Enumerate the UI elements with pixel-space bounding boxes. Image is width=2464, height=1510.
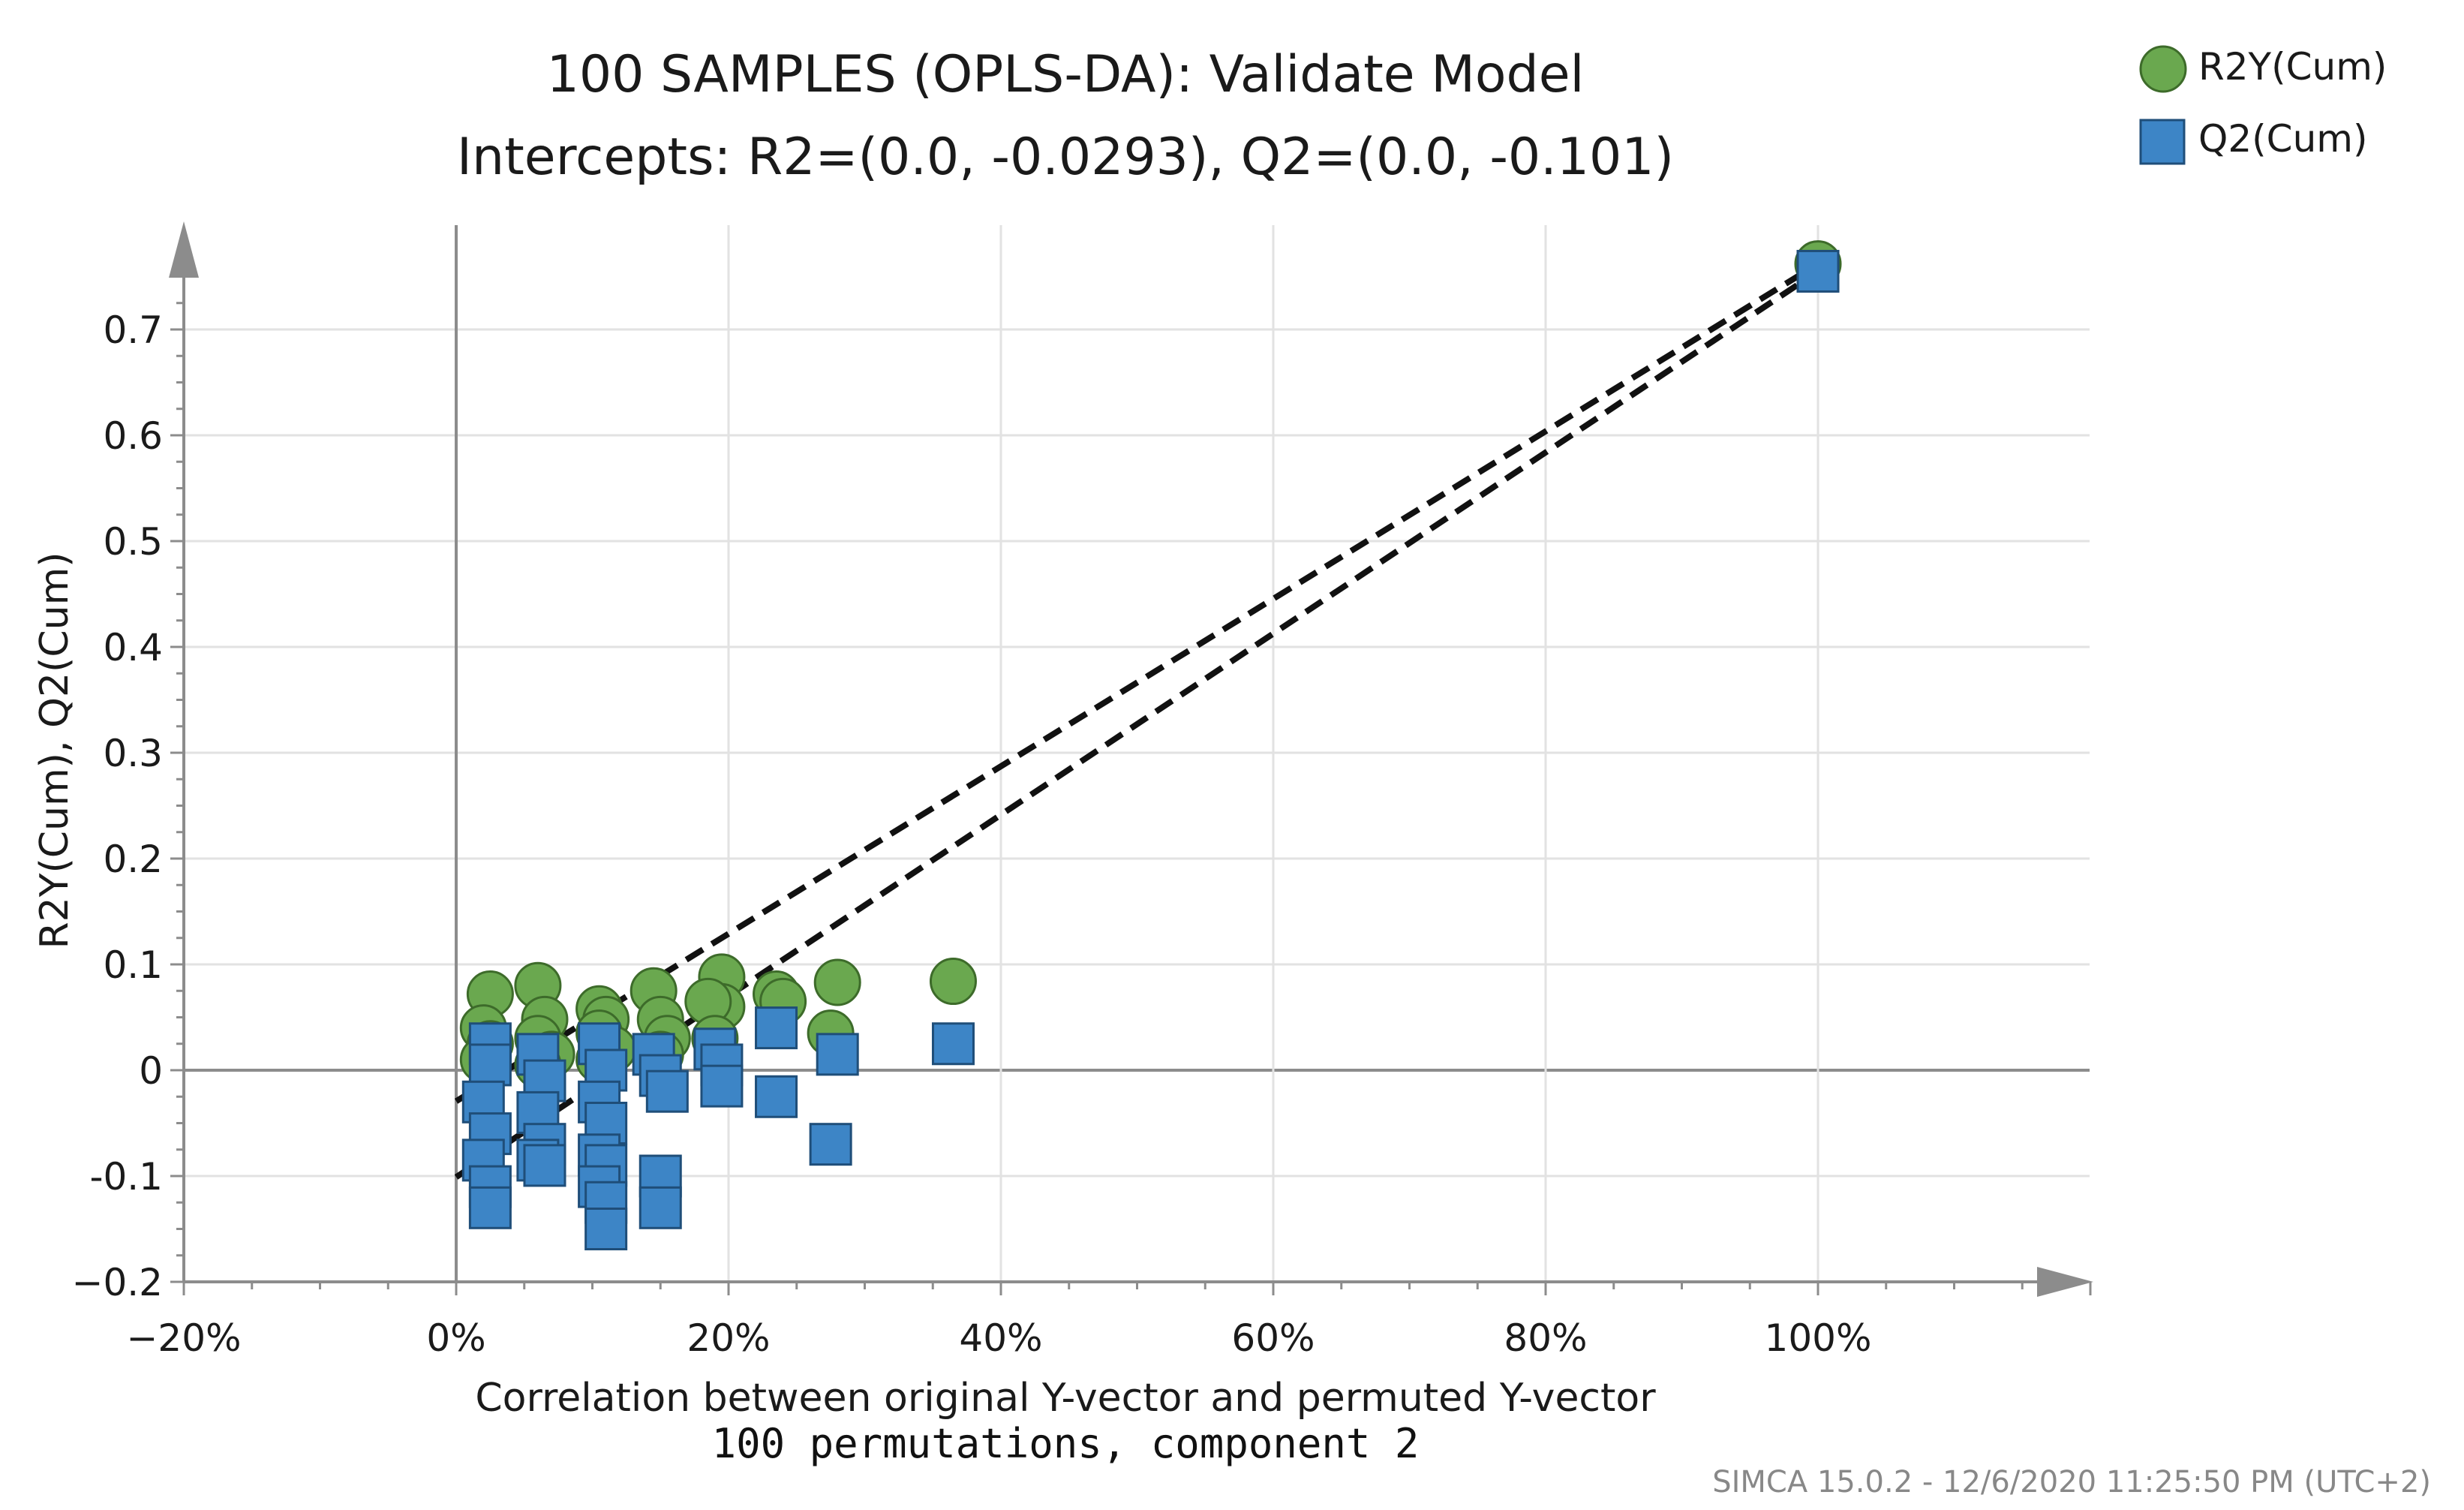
grid-lines <box>184 225 2090 1282</box>
q2-point <box>816 1033 859 1076</box>
y-tick-label: 0.7 <box>103 308 163 352</box>
x-axis-label: Correlation between original Y-vector an… <box>475 1376 1656 1421</box>
r2y-point <box>929 958 977 1006</box>
chart-title: 100 SAMPLES (OPLS-DA): Validate Model <box>547 45 1585 104</box>
x-tick-labels: −20% 0% 20% 40% 60% 80% 100% <box>126 1316 1871 1360</box>
q2-point <box>700 1064 744 1108</box>
y-tick-label: 0.6 <box>103 414 163 458</box>
r2y-point <box>813 958 861 1006</box>
x-tick-label: 0% <box>426 1316 485 1360</box>
y-tick-label: 0.3 <box>103 732 163 775</box>
x-axis-arrow-icon <box>2037 1267 2093 1297</box>
regression-line-r2y <box>454 261 1820 1104</box>
data-points <box>459 240 1842 1250</box>
q2-point <box>755 1075 798 1118</box>
legend-label-r2y: R2Y(Cum) <box>2198 45 2387 89</box>
y-tick-labels: −0.2 -0.1 0 0.1 0.2 0.3 0.4 0.5 0.6 0.7 <box>72 308 163 1304</box>
y-tick-label: -0.1 <box>89 1155 163 1199</box>
q2-point <box>931 1022 975 1066</box>
legend: R2Y(Cum) Q2(Cum) <box>2139 45 2387 165</box>
x-tick-label: 60% <box>1231 1316 1315 1360</box>
x-axis-sublabel: 100 permutations, component 2 <box>712 1420 1420 1467</box>
chart-subtitle: Intercepts: R2=(0.0, -0.0293), Q2=(0.0, … <box>457 128 1674 187</box>
software-footer: SIMCA 15.0.2 - 12/6/2020 11:25:50 PM (UT… <box>1712 1465 2431 1499</box>
q2-point <box>1796 249 1840 293</box>
q2-point <box>645 1069 689 1113</box>
legend-marker-r2y-circle <box>2139 45 2187 93</box>
y-tick-label: 0.4 <box>103 626 163 669</box>
y-tick-label: −0.2 <box>72 1261 163 1304</box>
y-tick-label: 0.5 <box>103 520 163 564</box>
x-tick-label: 20% <box>687 1316 770 1360</box>
legend-label-q2: Q2(Cum) <box>2198 117 2368 161</box>
q2-point <box>809 1123 852 1166</box>
axes <box>169 221 2093 1297</box>
q2-point <box>755 1006 798 1050</box>
q2-point <box>523 1144 566 1187</box>
y-tick-label: 0.1 <box>103 943 163 987</box>
q2-point <box>639 1186 682 1229</box>
legend-marker-q2-square <box>2139 119 2186 165</box>
y-axis-label: R2Y(Cum), Q2(Cum) <box>32 552 77 949</box>
y-axis-arrow-icon <box>169 221 199 278</box>
x-tick-label: 40% <box>959 1316 1042 1360</box>
x-tick-label: 80% <box>1504 1316 1587 1360</box>
q2-point <box>468 1186 512 1229</box>
x-tick-label: −20% <box>126 1316 241 1360</box>
q2-point <box>584 1208 628 1250</box>
q2-point <box>468 1043 512 1087</box>
y-tick-label: 0.2 <box>103 838 163 881</box>
y-tick-label: 0 <box>139 1049 163 1093</box>
x-tick-label: 100% <box>1765 1316 1872 1360</box>
